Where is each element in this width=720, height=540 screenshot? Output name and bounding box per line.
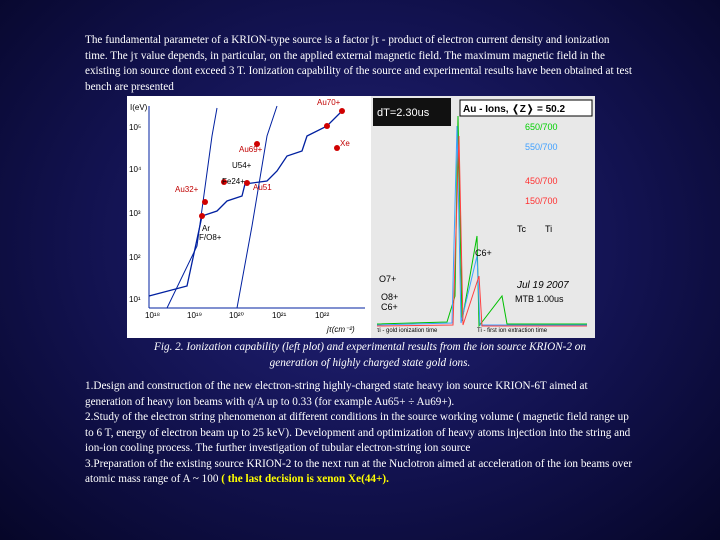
peak-label: O8+ — [381, 292, 398, 302]
point — [334, 145, 340, 151]
point-label: Xe — [340, 139, 350, 148]
intro-paragraph: The fundamental parameter of a KRION-typ… — [85, 34, 632, 93]
y-label: I(eV) — [130, 103, 148, 112]
legend-left: τi - gold ionization time — [377, 328, 438, 334]
y-tick: 10⁵ — [129, 123, 141, 132]
left-points — [199, 108, 345, 219]
y-tick: 10³ — [129, 209, 141, 218]
y-tick: 10⁴ — [129, 165, 142, 174]
point-label: F/O8+ — [199, 233, 222, 242]
time-box — [373, 98, 451, 126]
scale: MTB 1.00us — [515, 294, 564, 304]
date: Jul 19 2007 — [516, 280, 569, 291]
x-tick: 10²⁰ — [229, 311, 244, 320]
caption: Fig. 2. Ionization capability (left plot… — [154, 341, 586, 369]
curve-label: 150/700 — [525, 196, 558, 206]
point — [324, 123, 330, 129]
curve-label: 450/700 — [525, 176, 558, 186]
point — [199, 213, 205, 219]
right-plot-bg — [371, 96, 595, 338]
point-label: Au51 — [253, 183, 272, 192]
list-item: 1.Design and construction of the new ele… — [85, 380, 588, 408]
curve — [376, 135, 587, 327]
point-label: Au69+ — [239, 145, 263, 154]
point-label: Au70+ — [317, 98, 341, 107]
y-tick: 10² — [129, 253, 141, 262]
spectra — [376, 115, 587, 328]
point — [339, 108, 345, 114]
list-item: 3.Preparation of the existing source KRI… — [85, 457, 633, 488]
point — [221, 179, 227, 185]
x-tick: 10¹⁹ — [187, 311, 202, 320]
x-label: jτ(cm⁻²) — [326, 325, 355, 334]
header-box — [459, 99, 593, 117]
peak-label: C6+ — [475, 248, 492, 258]
y-tick: 10¹ — [129, 295, 141, 304]
time-label: dT=2.30us — [377, 107, 430, 119]
point — [244, 180, 250, 186]
list-item-text: 3.Preparation of the existing source KRI… — [85, 457, 633, 486]
point-label: Ar — [202, 224, 210, 233]
marker-label: Tc — [517, 224, 527, 234]
highlight: ( the last decision is xenon Xe(44+). — [221, 473, 389, 485]
list-item: 2.Study of the electron string phenomeno… — [85, 411, 631, 454]
legend-right: Ti - first ion extraction time — [477, 328, 548, 334]
x-tick: 10¹⁸ — [145, 311, 160, 320]
point-label: Au32+ — [175, 185, 199, 194]
curve-label: 550/700 — [525, 142, 558, 152]
list: 1.Design and construction of the new ele… — [85, 379, 633, 488]
header: Au - Ions, ❬Z❭ = 50.2 — [463, 104, 565, 115]
jt-line — [166, 107, 218, 309]
curve — [376, 125, 587, 326]
x-tick: 10²¹ — [272, 311, 287, 320]
jt-line — [236, 105, 278, 309]
point-label: Fe24+ — [222, 177, 245, 186]
x-tick: 10²² — [315, 311, 330, 320]
left-plot-bg — [127, 96, 371, 338]
point-label: U54+ — [232, 161, 252, 170]
point — [202, 199, 208, 205]
marker-label: Ti — [545, 224, 552, 234]
curve — [376, 115, 587, 328]
figure: I(eV) 10⁵ 10⁴ 10³ 10² 10¹ 10¹⁸ 10¹⁹ 10²⁰… — [127, 96, 595, 338]
curve-label: 650/700 — [525, 122, 558, 132]
peak-label: C6+ — [381, 302, 398, 312]
peak-label: O7+ — [379, 274, 396, 284]
point — [254, 141, 260, 147]
